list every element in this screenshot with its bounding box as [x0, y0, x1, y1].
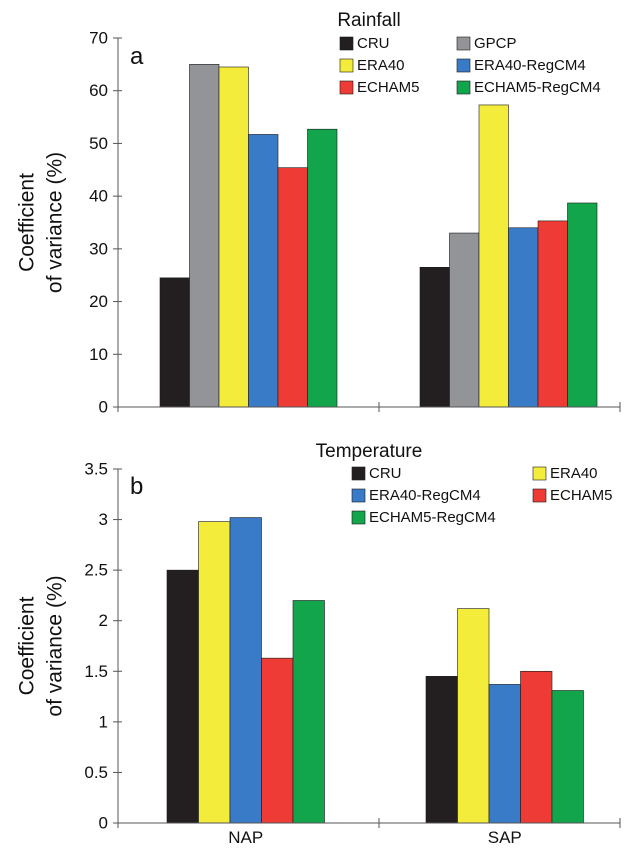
- rainfall-legend-label-echam5-regcm4: ECHAM5-RegCM4: [474, 79, 601, 96]
- temperature-bar-echam5-regcm4-sap: [552, 691, 584, 823]
- temperature-bar-era40-regcm4-sap: [489, 684, 521, 823]
- temperature-bar-echam5-sap: [521, 671, 553, 823]
- temperature-ytick-label: 3.5: [84, 460, 108, 479]
- temperature-legend-swatch-echam5: [533, 489, 546, 502]
- rainfall-legend-swatch-echam5-regcm4: [457, 81, 470, 94]
- rainfall-legend-swatch-cru: [340, 37, 353, 50]
- temperature-ylabel-line2: of variance (%): [44, 575, 67, 716]
- temperature-ytick-label: 1.5: [84, 662, 108, 681]
- temperature-bar-echam5-regcm4-nap: [293, 600, 325, 823]
- temperature-ytick-label: 3: [99, 510, 108, 529]
- temperature-legend-label-era40: ERA40: [550, 465, 598, 482]
- temperature-legend-label-cru: CRU: [369, 465, 402, 482]
- rainfall-legend-label-echam5: ECHAM5: [357, 79, 420, 96]
- temperature-bar-era40-regcm4-nap: [230, 518, 262, 823]
- rainfall-legend: CRU GPCP ERA40 ERA40-RegCM4 ECHAM5 ECHAM5-Reg…: [340, 35, 601, 96]
- temperature-legend-swatch-cru: [352, 467, 365, 480]
- rainfall-bar-gpcp-nap: [190, 64, 220, 407]
- rainfall-legend-swatch-gpcp: [457, 37, 470, 50]
- rainfall-legend-label-era40: ERA40: [357, 57, 405, 74]
- temperature-legend-swatch-era40: [533, 467, 546, 480]
- temperature-bar-era40-nap: [199, 522, 231, 823]
- rainfall-bar-echam5-sap: [538, 221, 568, 407]
- temperature-bar-echam5-nap: [262, 658, 294, 823]
- temperature-panel: Temperature b Coefficient of variance (%) 0 0…: [16, 441, 620, 847]
- temperature-legend-label-era40-regcm4: ERA40-RegCM4: [369, 487, 481, 504]
- temperature-category-label-nap: NAP: [228, 828, 263, 847]
- rainfall-ylabel-line1: Coefficient: [16, 173, 39, 272]
- rainfall-bar-cru-nap: [160, 278, 190, 407]
- rainfall-title: Rainfall: [337, 10, 400, 31]
- rainfall-panel: Rainfall a Coefficient of variance (%) 0 10 20…: [16, 10, 620, 417]
- temperature-legend-swatch-echam5-regcm4: [352, 511, 365, 524]
- rainfall-bar-echam5-regcm4-sap: [568, 203, 598, 407]
- temperature-bar-cru-sap: [426, 676, 458, 823]
- temperature-ylabel-line1: Coefficient: [16, 596, 39, 695]
- temperature-ytick-label: 2: [99, 611, 108, 630]
- rainfall-bar-era40-regcm4-nap: [249, 134, 279, 407]
- temperature-ytick-label: 1: [99, 712, 108, 731]
- rainfall-ytick-label: 60: [89, 81, 108, 100]
- temperature-bar-cru-nap: [167, 570, 199, 823]
- rainfall-legend-label-era40-regcm4: ERA40-RegCM4: [474, 57, 586, 74]
- rainfall-legend-swatch-echam5: [340, 81, 353, 94]
- temperature-ytick-label: 0: [99, 814, 108, 833]
- temperature-ytick-label: 2.5: [84, 561, 108, 580]
- rainfall-legend-swatch-era40: [340, 59, 353, 72]
- rainfall-ytick-label: 10: [89, 345, 108, 364]
- rainfall-ytick-label: 0: [99, 398, 108, 417]
- rainfall-ytick-label: 50: [89, 134, 108, 153]
- temperature-legend-label-echam5: ECHAM5: [550, 487, 613, 504]
- rainfall-bar-era40-regcm4-sap: [509, 228, 539, 407]
- temperature-category-label-sap: SAP: [488, 828, 522, 847]
- rainfall-ytick-label: 30: [89, 239, 108, 258]
- temperature-legend: CRU ERA40 ERA40-RegCM4 ECHAM5 ECHAM5-RegCM4: [352, 465, 613, 526]
- temperature-legend-label-echam5-regcm4: ECHAM5-RegCM4: [369, 509, 496, 526]
- temperature-legend-swatch-era40-regcm4: [352, 489, 365, 502]
- rainfall-bar-cru-sap: [420, 267, 450, 407]
- temperature-bar-era40-sap: [458, 609, 490, 823]
- temperature-ytick-label: 0.5: [84, 763, 108, 782]
- rainfall-ytick-label: 70: [89, 29, 108, 48]
- rainfall-panel-letter: a: [130, 43, 144, 70]
- temperature-title: Temperature: [316, 441, 423, 462]
- rainfall-bar-gpcp-sap: [450, 233, 480, 407]
- rainfall-bar-echam5-regcm4-nap: [308, 129, 338, 407]
- temperature-panel-letter: b: [130, 473, 143, 500]
- rainfall-legend-swatch-era40-regcm4: [457, 59, 470, 72]
- rainfall-ytick-label: 20: [89, 292, 108, 311]
- rainfall-bar-echam5-nap: [278, 168, 308, 407]
- rainfall-legend-label-gpcp: GPCP: [474, 35, 517, 52]
- rainfall-legend-label-cru: CRU: [357, 35, 390, 52]
- rainfall-bar-era40-sap: [479, 105, 509, 407]
- rainfall-bar-era40-nap: [219, 67, 249, 407]
- rainfall-ylabel-line2: of variance (%): [44, 152, 67, 293]
- rainfall-ytick-label: 40: [89, 187, 108, 206]
